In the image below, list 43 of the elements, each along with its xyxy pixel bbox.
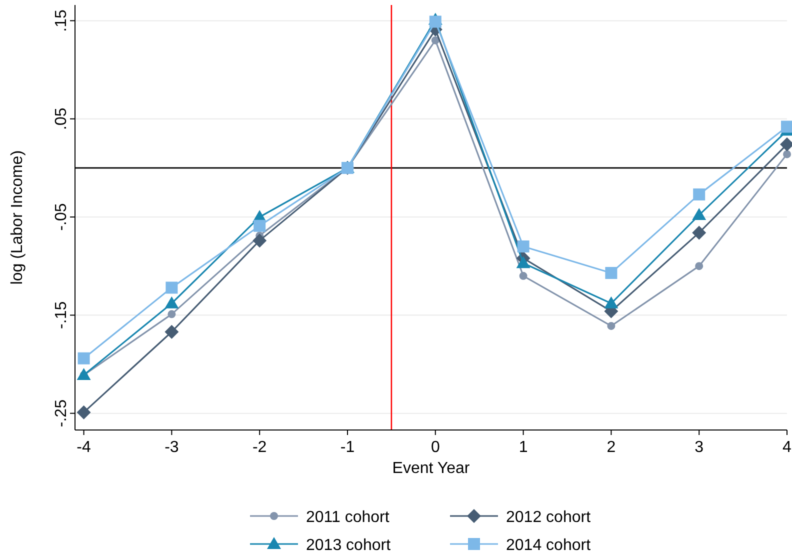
y-tick-label: -.15	[53, 301, 70, 329]
y-tick-label: -.25	[53, 399, 70, 428]
point	[164, 324, 179, 339]
point	[254, 220, 266, 232]
x-axis-title: Event Year	[392, 460, 470, 477]
point	[783, 150, 791, 158]
point	[168, 310, 176, 318]
x-tick-label: 1	[518, 439, 528, 456]
x-tick-label: 3	[694, 439, 704, 456]
point	[607, 322, 616, 330]
y-tick-label: -.05	[53, 203, 70, 231]
legend-label: 2011 cohort	[306, 509, 390, 526]
point	[164, 296, 179, 308]
legend-label: 2014 cohort	[506, 537, 592, 554]
x-tick-label: -3	[164, 439, 179, 456]
point	[605, 266, 618, 279]
x-tick-label: -4	[76, 439, 91, 456]
point	[693, 188, 706, 200]
point	[252, 234, 267, 248]
point	[516, 256, 530, 268]
legend-label: 2012 cohort	[506, 509, 592, 526]
point	[431, 36, 440, 44]
y-axis-title: log (Labor Income)	[9, 150, 26, 285]
point	[604, 296, 618, 308]
point	[429, 16, 442, 28]
point	[519, 272, 528, 280]
point	[695, 262, 704, 270]
y-tick-label: .15	[53, 9, 70, 32]
point	[78, 352, 90, 364]
x-tick-label: 2	[606, 439, 616, 456]
point	[692, 226, 706, 240]
legend-label: 2013 cohort	[306, 537, 392, 554]
point	[517, 240, 530, 252]
y-tick-label: .05	[53, 108, 70, 130]
x-tick-label: -2	[252, 439, 267, 456]
point	[781, 120, 792, 133]
x-tick-label: 4	[782, 439, 792, 456]
point	[76, 405, 91, 420]
x-tick-label: -1	[340, 439, 355, 456]
point	[166, 282, 178, 294]
x-tick-label: 0	[430, 439, 440, 456]
point	[76, 368, 91, 380]
point	[692, 208, 706, 220]
